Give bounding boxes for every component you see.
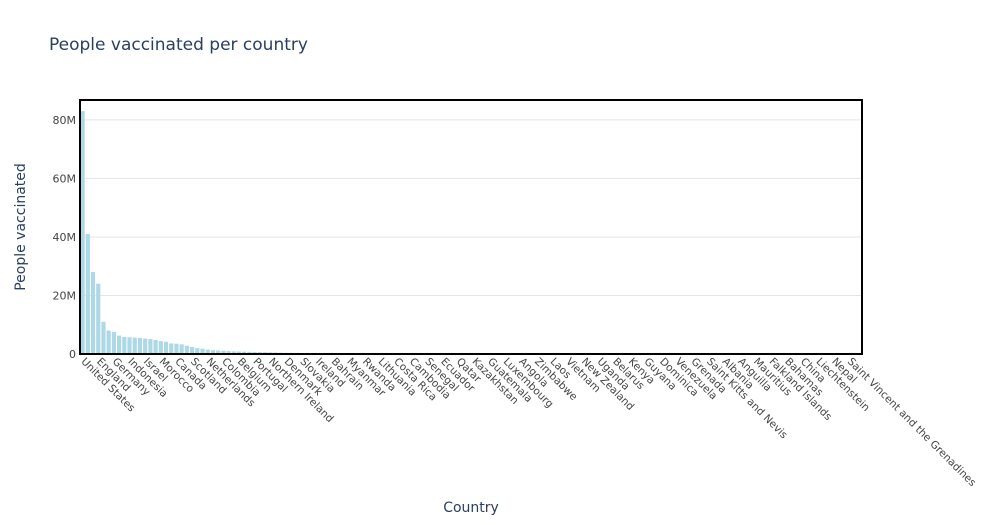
bar: [242, 351, 247, 354]
bar: [184, 345, 189, 354]
chart-title: People vaccinated per country: [49, 35, 308, 55]
bar: [137, 337, 143, 354]
bar: [221, 350, 226, 354]
y-axis-title: People vaccinated: [13, 163, 29, 291]
bar: [127, 337, 132, 354]
bar: [190, 346, 195, 354]
y-tick-label: 0: [69, 348, 76, 361]
bar: [158, 341, 163, 354]
bar: [169, 343, 174, 354]
bar: [174, 343, 179, 354]
bar: [132, 337, 137, 354]
bar: [247, 351, 252, 354]
bar: [85, 234, 90, 354]
bar: [231, 351, 236, 354]
bar: [80, 111, 85, 354]
bar: [200, 348, 205, 354]
bar: [101, 321, 106, 354]
y-tick-label: 60M: [53, 172, 77, 185]
bar: [153, 339, 158, 354]
y-tick-label: 40M: [53, 231, 77, 244]
bar: [163, 341, 169, 354]
bar: [210, 350, 216, 354]
bar: [111, 332, 116, 354]
plot-frame: [79, 99, 863, 355]
bar: [205, 349, 210, 354]
bar: [179, 344, 184, 354]
bar: [216, 350, 221, 354]
x-tick-label: Saint Vincent and the Grenadines: [845, 356, 978, 489]
bar: [96, 283, 101, 354]
bar: [122, 337, 127, 354]
bar: [195, 348, 200, 354]
bar: [252, 351, 257, 354]
bar: [143, 338, 148, 354]
bar: [236, 351, 242, 354]
bar: [117, 335, 122, 354]
bar: [106, 330, 111, 354]
bar: [90, 272, 96, 354]
y-tick-label: 80M: [53, 114, 77, 127]
bar: [148, 339, 153, 354]
y-tick-label: 20M: [53, 289, 77, 302]
bar: [226, 351, 231, 354]
x-axis-title: Country: [443, 500, 499, 516]
